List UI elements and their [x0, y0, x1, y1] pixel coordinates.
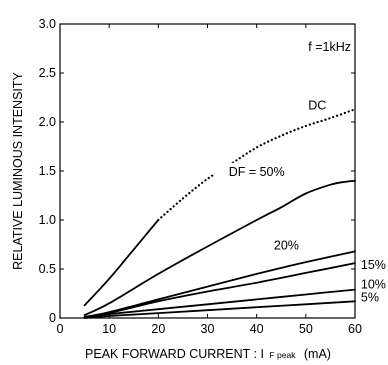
x-axis-title-unit: (mA) — [304, 347, 331, 361]
x-tick-label: 10 — [102, 322, 116, 336]
series-line-dc — [83, 219, 160, 307]
x-axis-title-main: PEAK FORWARD CURRENT : I — [85, 347, 264, 361]
y-tick-label: 1.0 — [39, 213, 56, 227]
frequency-annotation: f =1kHz — [308, 40, 351, 54]
series-line-df-50 — [83, 179, 356, 316]
y-tick-label: 0.5 — [39, 262, 56, 276]
tick-layer: 0 10 20 30 40 50 60 0 0.5 1.0 1.5 2.0 2.5 3.0 — [39, 17, 362, 336]
series-label-df-50: DF = 50% — [229, 165, 285, 179]
series-line-15 — [83, 262, 356, 318]
x-tick-label: 50 — [299, 322, 313, 336]
x-axis-title: PEAK FORWARD CURRENT : I F peak (mA) — [85, 345, 331, 362]
plot-frame — [59, 23, 356, 319]
series-label-10: 10% — [361, 278, 386, 292]
x-tick-label: 30 — [201, 322, 215, 336]
series-layer — [83, 108, 357, 319]
series-line-20 — [83, 250, 356, 318]
series-line-5 — [83, 300, 356, 319]
series-line-10 — [83, 288, 356, 318]
x-tick-label: 0 — [57, 322, 64, 336]
x-tick-label: 60 — [348, 322, 362, 336]
x-axis-title-subscript: F peak — [269, 350, 296, 360]
y-tick-label: 2.0 — [39, 115, 56, 129]
y-tick-label: 1.5 — [39, 164, 56, 178]
series-label-15: 15% — [361, 258, 386, 272]
series-label-dc: DC — [308, 98, 326, 112]
x-tick-label: 40 — [250, 322, 264, 336]
y-axis-title: RELATIVE LUMINOUS INTENSITY — [11, 71, 25, 269]
y-tick-label: 3.0 — [39, 17, 56, 31]
series-label-backdrop — [214, 162, 299, 180]
x-tick-label: 20 — [151, 322, 165, 336]
series-label-20: 20% — [274, 238, 299, 252]
series-label-5: 5% — [361, 290, 379, 304]
y-tick-label: 0 — [49, 311, 56, 325]
series-line-dc-dotted — [157, 108, 357, 222]
y-tick-label: 2.5 — [39, 66, 56, 80]
label-layer: DC DF = 50% 20% 15% 10%5% — [214, 98, 386, 304]
